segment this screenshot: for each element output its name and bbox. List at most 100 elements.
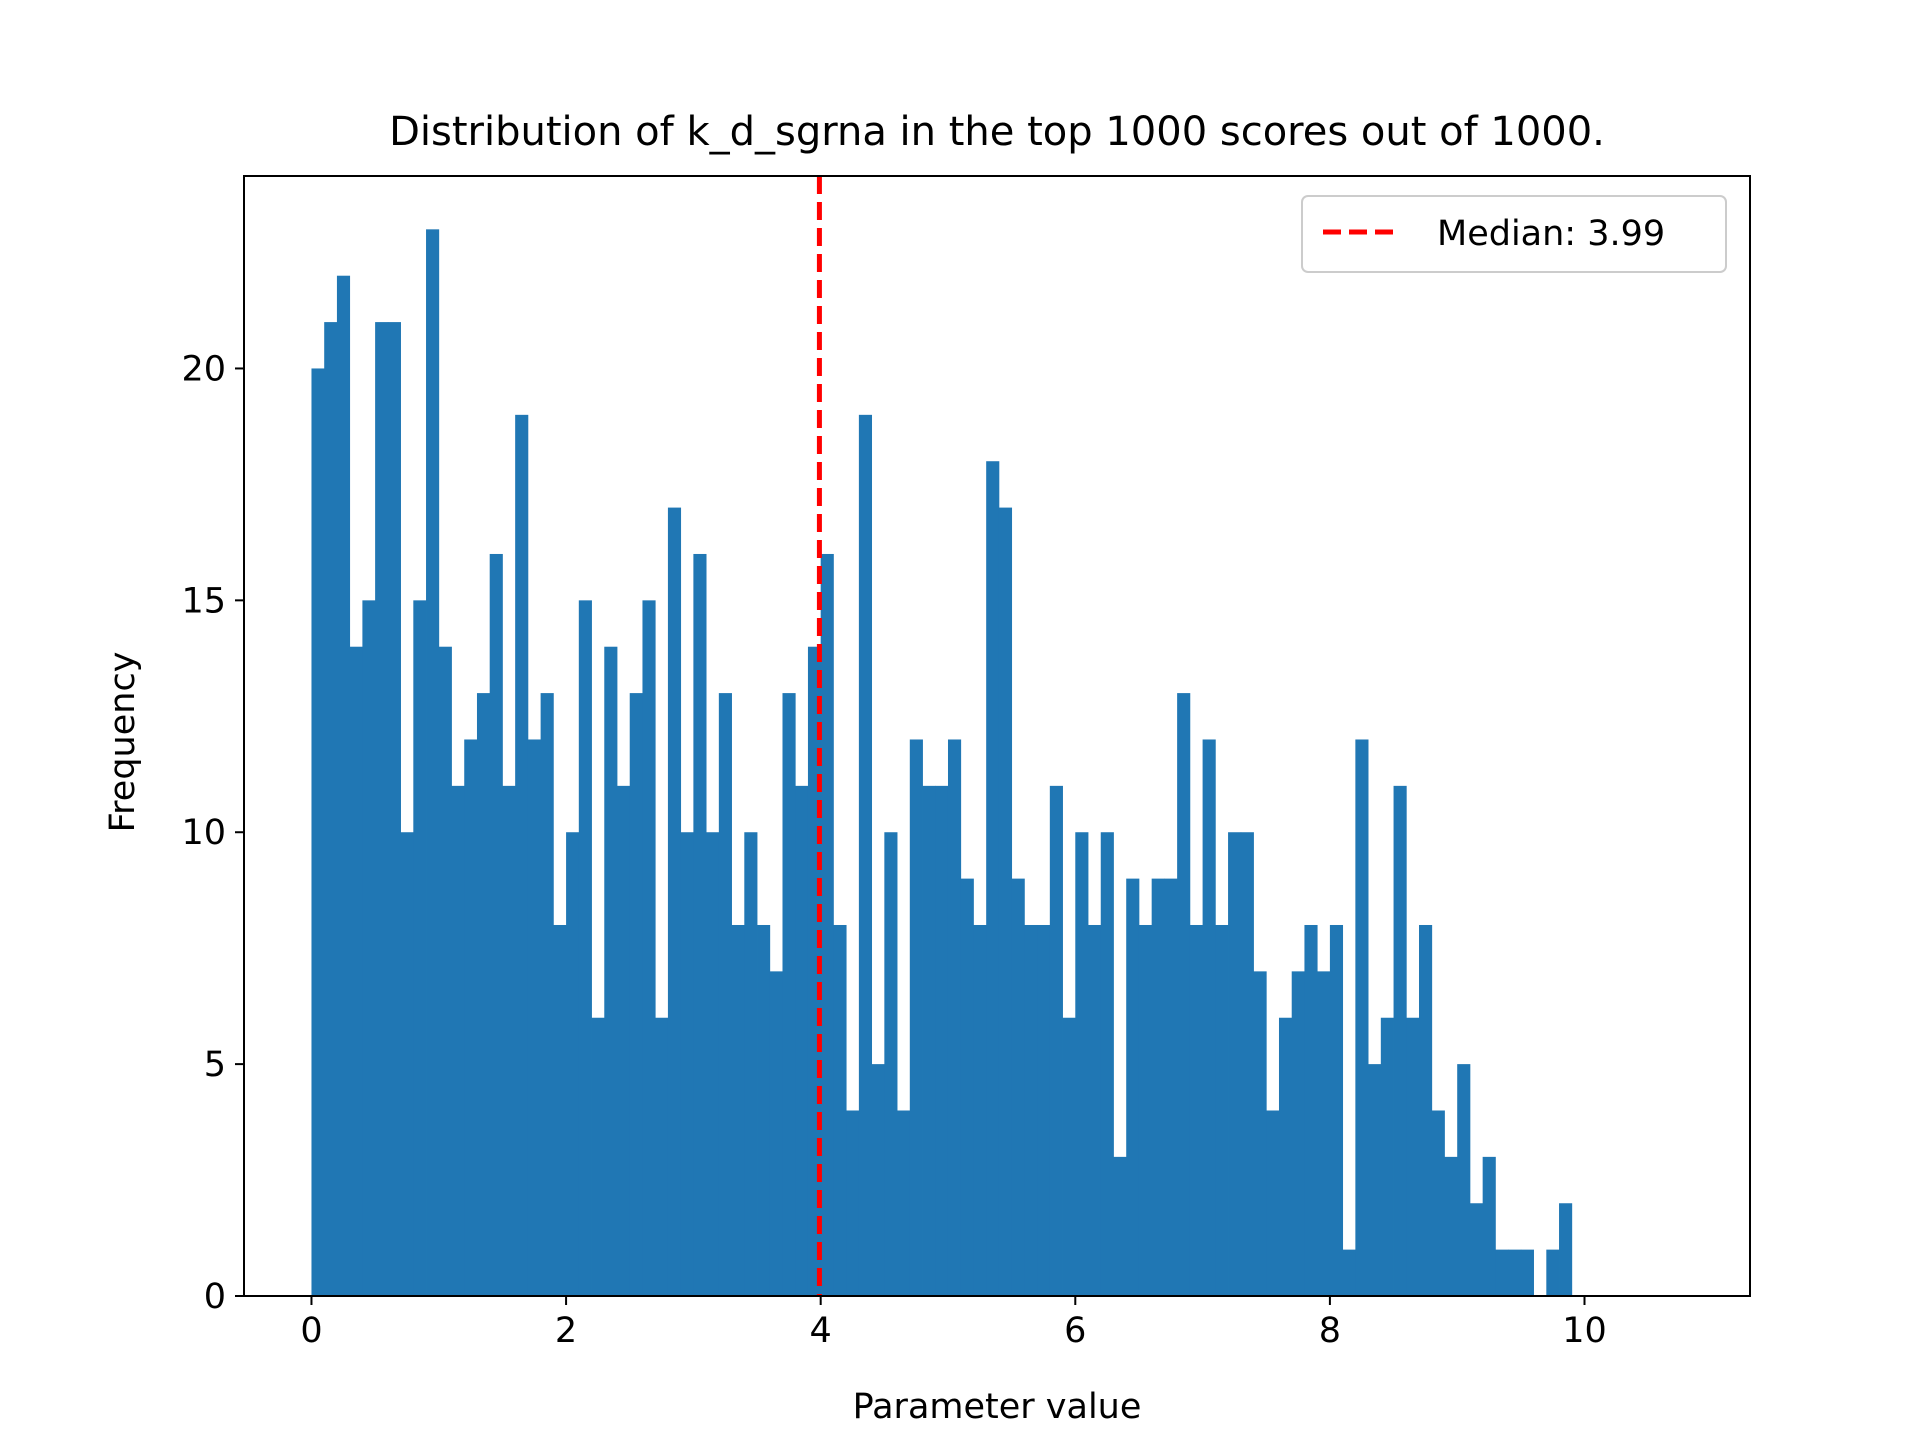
legend-box <box>1301 195 1727 273</box>
y-tick-label: 20 <box>181 349 226 389</box>
histogram-bar <box>464 739 478 1296</box>
histogram-bar <box>527 739 542 1296</box>
histogram-bar <box>1342 1249 1356 1296</box>
histogram-bar <box>757 924 771 1296</box>
histogram-bar <box>947 739 962 1296</box>
histogram-bar <box>1253 971 1267 1296</box>
histogram-bar <box>1444 1156 1458 1296</box>
histogram-bar <box>909 739 923 1296</box>
histogram-bar <box>1278 1017 1293 1296</box>
histogram-bar <box>1215 924 1229 1296</box>
histogram-bar <box>1406 1017 1420 1296</box>
histogram-bar <box>1062 1017 1076 1296</box>
histogram-bar <box>1291 971 1305 1296</box>
histogram-bar <box>1329 924 1344 1296</box>
x-tick-label: 8 <box>1319 1311 1341 1351</box>
histogram-bar <box>451 785 465 1296</box>
histogram-bar <box>795 785 809 1296</box>
histogram-bar <box>604 646 618 1296</box>
histogram-bar <box>693 553 707 1296</box>
x-tick-label: 2 <box>555 1311 577 1351</box>
histogram-bar <box>744 832 758 1296</box>
histogram-bar <box>884 832 898 1296</box>
x-tick-label: 0 <box>300 1311 322 1351</box>
histogram-bar <box>502 785 516 1296</box>
histogram-bar <box>489 553 503 1296</box>
histogram-bar <box>1088 924 1102 1296</box>
histogram-bar <box>617 785 631 1296</box>
histogram-bar <box>426 229 440 1297</box>
histogram-bar <box>1024 924 1038 1296</box>
histogram-bar <box>1164 878 1178 1296</box>
histogram-bar <box>782 693 796 1296</box>
histogram-bar <box>336 275 351 1297</box>
histogram-bar <box>1075 832 1089 1296</box>
histogram-bar <box>1011 878 1025 1296</box>
histogram-bar <box>629 693 643 1296</box>
histogram-bar <box>935 785 949 1296</box>
histogram-bar <box>413 600 427 1296</box>
histogram-bar <box>1126 878 1140 1296</box>
histogram-bar <box>1304 924 1318 1296</box>
histogram-bar <box>362 600 376 1296</box>
histogram-bar <box>960 878 974 1296</box>
histogram-bar <box>1151 878 1165 1296</box>
y-tick-label: 5 <box>204 1045 226 1085</box>
histogram-bar <box>1546 1249 1560 1296</box>
y-axis-label: Frequency <box>103 652 143 833</box>
histogram-bar <box>438 646 452 1296</box>
histogram-bar <box>1559 1203 1573 1296</box>
histogram-bar <box>1508 1249 1522 1296</box>
histogram-bar <box>324 322 338 1297</box>
histogram-bar <box>400 832 414 1296</box>
histogram-bar <box>515 414 529 1297</box>
histogram-bar <box>655 1017 669 1296</box>
histogram-bar <box>349 646 363 1296</box>
x-tick-label: 4 <box>810 1311 832 1351</box>
histogram-bar <box>540 693 554 1296</box>
histogram-bar <box>986 461 1000 1297</box>
histogram-bar <box>922 785 936 1296</box>
histogram-bar <box>642 600 656 1296</box>
histogram-bar <box>1393 785 1407 1296</box>
legend: Median: 3.99 <box>1301 195 1727 273</box>
histogram-bar <box>833 924 847 1296</box>
histogram-bar <box>387 322 401 1297</box>
histogram-bar <box>998 507 1013 1297</box>
histogram-bar <box>1202 739 1216 1296</box>
x-tick-label: 6 <box>1064 1311 1086 1351</box>
histogram-bar <box>1228 832 1242 1296</box>
histogram-bar <box>566 832 580 1296</box>
histogram-bar <box>311 368 325 1297</box>
legend-median-label: Median: 3.99 <box>1437 214 1665 254</box>
histogram-bar <box>375 322 389 1297</box>
x-tick-label: 10 <box>1562 1311 1607 1351</box>
histogram-bar <box>667 507 682 1297</box>
y-tick-label: 15 <box>181 581 226 621</box>
histogram-bar <box>897 1110 911 1296</box>
chart-title: Distribution of k_d_sgrna in the top 100… <box>389 109 1605 155</box>
histogram-bar <box>1189 924 1203 1296</box>
histogram-bar <box>1240 832 1254 1296</box>
histogram-bar <box>1037 924 1051 1296</box>
bars-layer <box>311 229 1573 1297</box>
histogram-bar <box>1419 924 1433 1296</box>
histogram-bar <box>858 414 873 1297</box>
histogram-bar <box>1431 1110 1445 1296</box>
histogram-bar <box>1049 785 1063 1296</box>
histogram-bar <box>1317 971 1331 1296</box>
histogram-bar <box>1457 1064 1471 1296</box>
histogram-bar <box>871 1064 885 1296</box>
histogram-bar <box>591 1017 605 1296</box>
y-tick-label: 0 <box>204 1277 226 1317</box>
histogram-bar <box>846 1110 860 1296</box>
histogram-bar <box>973 924 987 1296</box>
histogram-bar <box>731 924 745 1296</box>
histogram-bar <box>476 693 491 1296</box>
histogram-bar <box>1138 924 1153 1296</box>
histogram-bar <box>1495 1249 1509 1296</box>
histogram-bar <box>553 924 567 1296</box>
histogram-bar <box>706 832 720 1296</box>
